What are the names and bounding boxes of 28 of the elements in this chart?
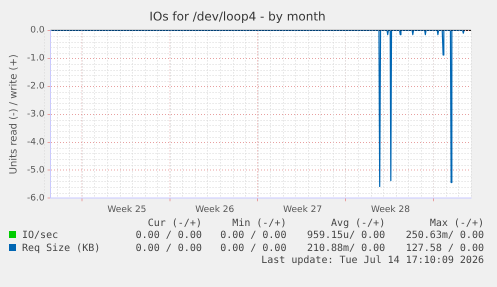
text: 0.00 / 0.00	[134, 242, 202, 255]
y-tick-label: -2.0	[27, 82, 45, 92]
y-tick-label: -5.0	[27, 166, 45, 176]
x-tick-label: Week 27	[283, 204, 322, 215]
text: Min (-/+)	[231, 218, 286, 229]
text: Max (-/+)	[428, 218, 484, 229]
text: 0.00 / 0.00	[219, 229, 286, 242]
text: 210.88m/ 0.00	[306, 242, 386, 255]
y-tick-label: -1.0	[27, 54, 45, 64]
text: 127.58 / 0.00	[404, 242, 484, 255]
text: Cur (-/+)	[146, 218, 202, 229]
y-tick-label: -3.0	[27, 110, 45, 120]
text: Avg (-/+)	[330, 218, 386, 229]
legend-label: IO/sec	[22, 230, 58, 241]
y-tick-label: -4.0	[27, 138, 45, 148]
text: 0.00 / 0.00	[219, 242, 286, 255]
legend-label: Req Size (KB)	[22, 243, 100, 254]
x-tick-label: Week 25	[107, 204, 146, 215]
y-tick-label: -6.0	[27, 194, 45, 204]
text: 0.00 / 0.00	[134, 229, 202, 242]
x-tick-label: Week 26	[195, 204, 235, 215]
y-axis-title: Units read (-) / write (+)	[8, 54, 20, 174]
chart-title: IOs for /dev/loop4 - by month	[149, 9, 326, 24]
text: 959.15u/ 0.00	[306, 229, 386, 242]
text: 250.63m/ 0.00	[404, 229, 484, 242]
x-tick-label: Week 28	[370, 204, 410, 215]
y-tick-label: 0.0	[30, 26, 45, 36]
text: Last update: Tue Jul 14 17:10:09 2026	[260, 255, 484, 266]
